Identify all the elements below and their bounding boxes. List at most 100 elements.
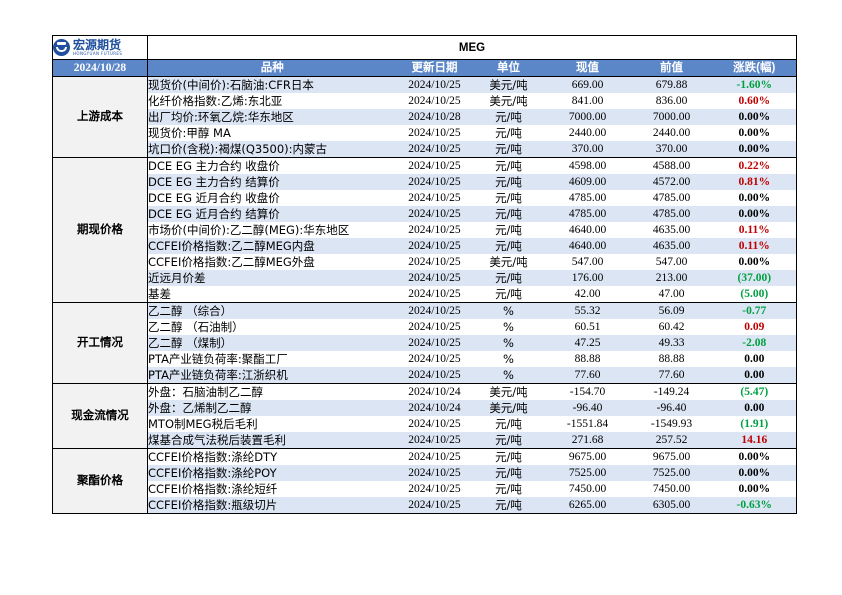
row-previous-value: 7525.00 <box>630 465 713 481</box>
row-current-value: -96.40 <box>544 400 631 416</box>
table-row: PTA产业链负荷率:聚酯工厂 2024/10/25% 88.88 88.88 0.00 <box>53 351 797 367</box>
hongyuan-logo-icon <box>53 39 70 56</box>
row-name: DCE EG 主力合约 结算价 <box>147 174 397 190</box>
row-update-date: 2024/10/25 <box>396 76 473 93</box>
row-name: 外盘：乙烯制乙二醇 <box>147 400 397 416</box>
section-label: 上游成本 <box>52 76 148 158</box>
table-row: DCE EG 近月合约 结算价 2024/10/25 元/吨 4785.00 4785.… <box>53 206 797 222</box>
row-name: 坑口价(含税):褐煤(Q3500):内蒙古 <box>147 141 397 158</box>
row-current-value: 4640.00 <box>568 224 607 236</box>
row-update-date: 2024/10/25 <box>396 497 473 514</box>
row-current-value: 4609.00 <box>544 174 631 190</box>
row-unit: 元/吨 <box>495 417 522 431</box>
table-row: MTO制MEG税后毛利 2024/10/25 元/吨 -1551.84 -1549.93… <box>53 416 797 432</box>
row-update-date: 2024/10/25 <box>396 270 473 286</box>
row-change: 0.00 <box>712 400 797 416</box>
row-name: 市场价(中间价):乙二醇(MEG):华东地区 <box>148 223 350 237</box>
row-change: 0.00% <box>738 256 771 268</box>
row-current-value: 7450.00 <box>568 483 607 495</box>
row-unit: 元/吨 <box>495 159 522 173</box>
row-change: 0.00% <box>738 483 771 495</box>
row-unit: 元/吨 <box>495 191 522 205</box>
row-previous-value: -96.40 <box>630 400 713 416</box>
row-change: 0.00% <box>738 127 771 139</box>
meg-data-table: 宏源期货 HONGYUAN FUTURES MEG 2024/10/28 品种 … <box>52 35 798 514</box>
row-name: 近远月价差 <box>147 270 397 286</box>
row-previous-value: 836.00 <box>655 95 688 107</box>
row-update-date: 2024/10/25 <box>408 451 461 463</box>
row-change: 0.11% <box>712 238 797 254</box>
row-name: CCFEI价格指数:涤纶短纤 <box>148 482 278 496</box>
header-row: 2024/10/28 品种 更新日期 单位 现值 前值 涨跌(幅) <box>52 59 797 77</box>
row-previous-value: 4785.00 <box>652 192 691 204</box>
row-change: 0.81% <box>712 174 797 190</box>
row-name: DCE EG 主力合约 收盘价 <box>148 159 280 173</box>
table-row: 煤基合成气法税后装置毛利 2024/10/25 元/吨 271.68 257.52 14.… <box>53 432 797 449</box>
row-current-value: 7525.00 <box>544 465 631 481</box>
row-change: 0.00 <box>744 353 765 365</box>
row-unit: 美元/吨 <box>472 400 545 416</box>
logo-english: HONGYUAN FUTURES <box>73 51 123 56</box>
table-row: 外盘：乙烯制乙二醇 2024/10/24 美元/吨 -96.40 -96.40 0.00 <box>53 400 797 416</box>
row-name: CCFEI价格指数:瓶级切片 <box>147 497 397 514</box>
table-row: 乙二醇 （石油制） 2024/10/25% 60.51 60.42 0.09 <box>53 319 797 335</box>
logo-name: 宏源期货 <box>73 38 122 52</box>
row-update-date: 2024/10/25 <box>396 206 473 222</box>
page-title: MEG <box>147 35 797 60</box>
row-name: CCFEI价格指数:乙二醇MEG内盘 <box>147 238 397 254</box>
row-update-date: 2024/10/25 <box>396 302 473 319</box>
row-change: 0.11% <box>738 224 770 236</box>
row-unit: 元/吨 <box>472 206 545 222</box>
row-current-value: 547.00 <box>571 256 604 268</box>
row-current-value: 4785.00 <box>568 192 607 204</box>
row-unit: 元/吨 <box>495 126 522 140</box>
row-unit: % <box>472 367 545 384</box>
table-row: 现货价:甲醇 MA 2024/10/25 元/吨 2440.00 2440.00 0.00… <box>53 125 797 141</box>
row-name: 出厂均价:环氧乙烷:华东地区 <box>147 109 397 125</box>
row-change: 14.16 <box>712 432 797 449</box>
table-row: DCE EG 近月合约 收盘价 2024/10/25 元/吨 4785.00 4785.… <box>53 190 797 206</box>
row-previous-value: 370.00 <box>630 141 713 158</box>
row-previous-value: 49.33 <box>630 335 713 351</box>
row-unit: 元/吨 <box>472 465 545 481</box>
row-current-value: 370.00 <box>544 141 631 158</box>
row-name: MTO制MEG税后毛利 <box>148 417 258 431</box>
row-previous-value: 60.42 <box>658 321 685 333</box>
row-previous-value: 4572.00 <box>630 174 713 190</box>
row-previous-value: 547.00 <box>655 256 688 268</box>
row-current-value: -1551.84 <box>566 418 609 430</box>
row-change: (37.00) <box>712 270 797 286</box>
table-row: CCFEI价格指数:瓶级切片 2024/10/25 元/吨 6265.00 6305.0… <box>53 497 797 514</box>
row-previous-value: 7450.00 <box>652 483 691 495</box>
row-previous-value: 7000.00 <box>630 109 713 125</box>
header-unit: 单位 <box>472 59 545 77</box>
table-row: 市场价(中间价):乙二醇(MEG):华东地区 2024/10/25 元/吨 4640.… <box>53 222 797 238</box>
table-row: PTA产业链负荷率:江浙织机 2024/10/25% 77.60 77.60 0.00 <box>53 367 797 384</box>
row-previous-value: 88.88 <box>658 353 685 365</box>
header-variety: 品种 <box>147 59 397 77</box>
table-row: CCFEI价格指数:乙二醇MEG内盘 2024/10/25 元/吨 4640.00 46… <box>53 238 797 254</box>
row-name: 现货价:甲醇 MA <box>148 126 231 140</box>
row-name: 乙二醇 （煤制） <box>147 335 397 351</box>
logo: 宏源期货 HONGYUAN FUTURES <box>52 35 148 60</box>
row-previous-value: 4635.00 <box>630 238 713 254</box>
row-previous-value: -1549.93 <box>650 418 693 430</box>
header-previous: 前值 <box>630 59 713 77</box>
row-name: DCE EG 近月合约 结算价 <box>147 206 397 222</box>
row-previous-value: 56.09 <box>630 302 713 319</box>
row-update-date: 2024/10/25 <box>396 174 473 190</box>
row-unit: % <box>472 302 545 319</box>
row-previous-value: 2440.00 <box>652 127 691 139</box>
row-update-date: 2024/10/25 <box>396 432 473 449</box>
row-current-value: 841.00 <box>571 95 604 107</box>
row-unit: 元/吨 <box>495 482 522 496</box>
header-date: 2024/10/28 <box>52 59 148 77</box>
table-row: DCE EG 主力合约 结算价 2024/10/25 元/吨 4609.00 4572.… <box>53 174 797 190</box>
row-name: 现货价(中间价):石脑油:CFR日本 <box>147 76 397 93</box>
table-row: 化纤价格指数:乙烯:东北亚 2024/10/25 美元/吨 841.00 836.00 0… <box>53 93 797 109</box>
table-row: 乙二醇 （煤制） 2024/10/25% 47.25 49.33 -2.08 <box>53 335 797 351</box>
row-unit: 元/吨 <box>472 174 545 190</box>
row-current-value: 42.00 <box>544 286 631 303</box>
header-update-date: 更新日期 <box>396 59 473 77</box>
row-change: -0.77 <box>712 302 797 319</box>
